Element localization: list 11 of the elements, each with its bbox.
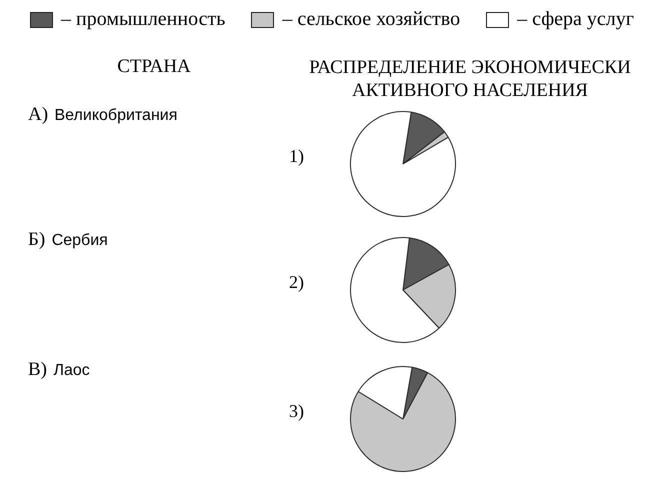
text: Б) Сербия — [28, 229, 108, 250]
text: А) Великобритания — [28, 104, 178, 125]
text: 3) — [289, 401, 304, 421]
text: В) Лаос — [28, 359, 90, 380]
legend-label: – сфера услуг — [517, 8, 634, 31]
text: 1) — [289, 146, 304, 166]
legend-label: – сельское хозяйство — [282, 8, 460, 31]
text: 2) — [289, 272, 304, 292]
text: РАСПРЕДЕЛЕНИЕ ЭКОНОМИЧЕСКИ АКТИВНОГО НАСЕЛЕНИЯ — [309, 57, 631, 101]
legend-label: – промышленность — [61, 8, 226, 31]
text: СТРАНА — [117, 56, 191, 77]
